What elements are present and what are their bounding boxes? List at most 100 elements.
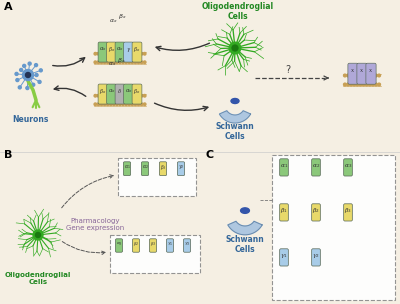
- Text: Neurons: Neurons: [12, 115, 48, 124]
- Text: α$_2$: α$_2$: [142, 163, 148, 171]
- Circle shape: [131, 61, 134, 64]
- FancyBboxPatch shape: [142, 162, 149, 176]
- Text: β$_3$: β$_3$: [150, 240, 156, 248]
- Circle shape: [119, 95, 121, 97]
- Circle shape: [119, 103, 121, 105]
- Circle shape: [110, 53, 112, 55]
- Circle shape: [106, 95, 109, 97]
- Circle shape: [122, 61, 124, 64]
- Text: α$_2$: α$_2$: [312, 162, 320, 170]
- Circle shape: [116, 53, 118, 55]
- Circle shape: [344, 74, 346, 77]
- Text: α$_x$: α$_x$: [108, 88, 116, 95]
- Text: β$_x$: β$_x$: [133, 45, 141, 54]
- FancyBboxPatch shape: [312, 249, 320, 266]
- Circle shape: [137, 53, 140, 55]
- Circle shape: [36, 233, 40, 237]
- Text: α$_x$: α$_x$: [116, 46, 124, 54]
- Circle shape: [344, 83, 346, 86]
- Text: α$_x$: α$_x$: [99, 46, 107, 54]
- Text: C: C: [205, 150, 213, 160]
- Circle shape: [125, 53, 128, 55]
- Circle shape: [18, 86, 21, 89]
- Text: γ$_2$: γ$_2$: [178, 163, 184, 171]
- Text: α$_x$: α$_x$: [124, 88, 132, 95]
- Circle shape: [378, 83, 380, 86]
- Text: γ: γ: [127, 47, 130, 52]
- Circle shape: [137, 95, 140, 97]
- FancyBboxPatch shape: [123, 162, 130, 176]
- FancyBboxPatch shape: [115, 84, 125, 104]
- FancyBboxPatch shape: [98, 84, 108, 104]
- Text: β$_2$: β$_2$: [312, 206, 320, 215]
- FancyBboxPatch shape: [344, 159, 352, 176]
- Polygon shape: [220, 111, 250, 123]
- Circle shape: [100, 53, 103, 55]
- Circle shape: [110, 95, 112, 97]
- FancyBboxPatch shape: [272, 155, 395, 300]
- Circle shape: [97, 95, 100, 97]
- FancyBboxPatch shape: [110, 235, 200, 273]
- Text: x: x: [370, 68, 372, 74]
- FancyBboxPatch shape: [178, 162, 185, 176]
- Text: x: x: [352, 68, 354, 74]
- Ellipse shape: [26, 72, 30, 78]
- Circle shape: [23, 64, 26, 67]
- Circle shape: [140, 61, 143, 64]
- Text: β$_3$: β$_3$: [160, 163, 166, 172]
- Circle shape: [128, 103, 130, 105]
- FancyBboxPatch shape: [124, 42, 134, 62]
- Circle shape: [140, 103, 143, 105]
- Text: β$_x$: β$_x$: [108, 45, 115, 54]
- Circle shape: [39, 69, 42, 72]
- FancyBboxPatch shape: [280, 159, 288, 176]
- Circle shape: [368, 74, 371, 77]
- Circle shape: [137, 103, 140, 105]
- Circle shape: [134, 103, 137, 105]
- Circle shape: [356, 74, 359, 77]
- Circle shape: [15, 72, 18, 75]
- Circle shape: [110, 61, 112, 64]
- Circle shape: [122, 103, 124, 105]
- Circle shape: [122, 95, 124, 97]
- Text: β$_x$: β$_x$: [117, 56, 126, 65]
- Circle shape: [359, 83, 362, 86]
- Circle shape: [97, 61, 100, 64]
- Circle shape: [143, 53, 146, 55]
- Text: Schwann
Cells: Schwann Cells: [216, 122, 254, 141]
- Text: β$_1$: β$_1$: [280, 206, 288, 215]
- Circle shape: [125, 95, 128, 97]
- Text: δ: δ: [118, 89, 122, 94]
- Circle shape: [34, 64, 38, 67]
- Text: β$_2$: β$_2$: [133, 240, 139, 248]
- Circle shape: [112, 103, 115, 105]
- Circle shape: [365, 83, 368, 86]
- Circle shape: [103, 103, 106, 105]
- Circle shape: [134, 53, 137, 55]
- FancyBboxPatch shape: [115, 42, 125, 62]
- Text: α$_1$: α$_1$: [124, 163, 130, 171]
- Text: Oligodendroglial
Cells: Oligodendroglial Cells: [202, 2, 274, 21]
- Circle shape: [112, 53, 115, 55]
- Circle shape: [28, 62, 31, 65]
- Circle shape: [112, 61, 115, 64]
- Circle shape: [350, 83, 352, 86]
- Circle shape: [356, 83, 359, 86]
- Text: B: B: [4, 150, 12, 160]
- Circle shape: [33, 230, 43, 240]
- FancyBboxPatch shape: [132, 42, 142, 62]
- Text: ?: ?: [286, 65, 290, 75]
- Circle shape: [128, 53, 130, 55]
- Circle shape: [97, 103, 100, 105]
- Text: β$_3$: β$_3$: [344, 206, 352, 215]
- Text: β$_x$: β$_x$: [99, 87, 107, 96]
- FancyBboxPatch shape: [184, 239, 190, 252]
- FancyBboxPatch shape: [116, 239, 122, 252]
- Text: γ$_3$: γ$_3$: [184, 240, 190, 248]
- Text: γ$_1$: γ$_1$: [280, 252, 288, 260]
- Circle shape: [362, 83, 365, 86]
- Circle shape: [353, 83, 356, 86]
- Circle shape: [365, 74, 368, 77]
- Circle shape: [119, 61, 121, 64]
- Ellipse shape: [241, 208, 250, 213]
